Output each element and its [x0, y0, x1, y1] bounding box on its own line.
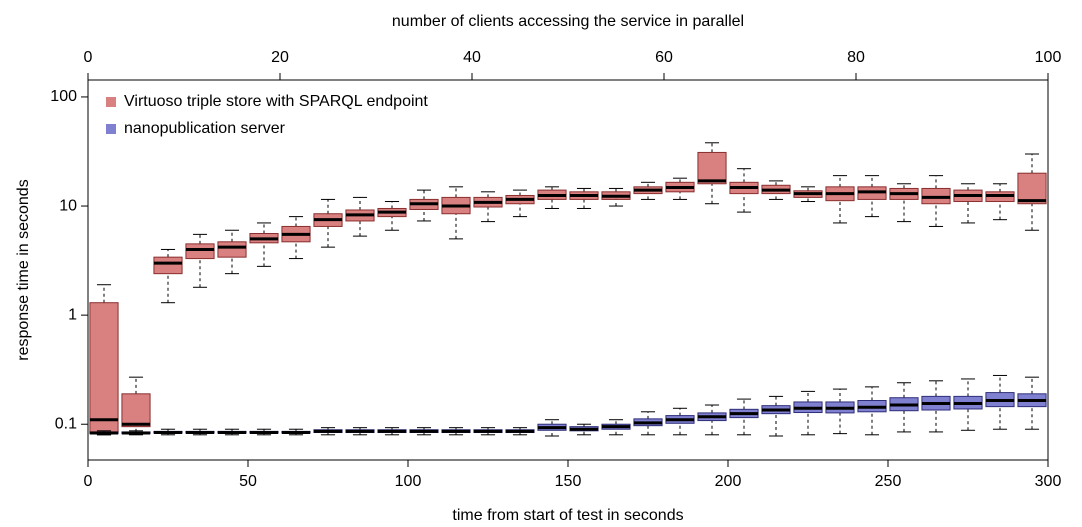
x2-tick-label: 80 — [847, 49, 865, 66]
x-axis-label: time from start of test in seconds — [452, 507, 683, 524]
y-tick-label: 1 — [68, 306, 77, 323]
y-tick-label: 100 — [50, 88, 77, 105]
x2-tick-label: 60 — [655, 49, 673, 66]
y-axis-label: response time in seconds — [15, 179, 32, 360]
box — [153, 256, 183, 275]
box — [185, 243, 215, 260]
x-tick-label: 200 — [715, 473, 742, 490]
x2-tick-label: 40 — [463, 49, 481, 66]
x-tick-label: 50 — [239, 473, 257, 490]
box — [89, 302, 119, 433]
legend-swatch — [106, 124, 116, 134]
x-tick-label: 300 — [1035, 473, 1062, 490]
box — [121, 393, 151, 428]
box — [1017, 172, 1047, 205]
x-tick-label: 100 — [395, 473, 422, 490]
x-tick-label: 250 — [875, 473, 902, 490]
y-tick-label: 0.1 — [55, 415, 77, 432]
legend-label: nanopublication server — [124, 120, 286, 137]
x-tick-label: 0 — [84, 473, 93, 490]
y-tick-label: 10 — [59, 197, 77, 214]
legend-label: Virtuoso triple store with SPARQL endpoi… — [124, 93, 428, 110]
box — [697, 151, 727, 185]
box — [217, 241, 247, 258]
x2-tick-label: 0 — [84, 49, 93, 66]
legend-swatch — [106, 97, 116, 107]
x2-tick-label: 20 — [271, 49, 289, 66]
x2-tick-label: 100 — [1035, 49, 1062, 66]
x-tick-label: 150 — [555, 473, 582, 490]
top-axis-title: number of clients accessing the service … — [392, 13, 744, 30]
